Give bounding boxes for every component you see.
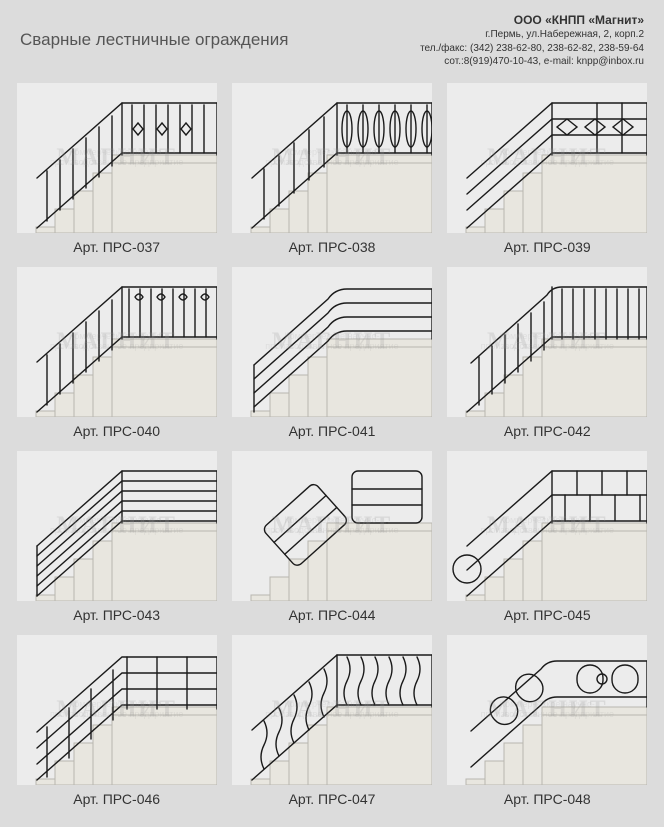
product-cell: Коммерческое научно-производственное пре… — [229, 83, 434, 263]
product-image: Коммерческое научно-производственное пре… — [17, 83, 217, 233]
product-image: Коммерческое научно-производственное пре… — [17, 635, 217, 785]
product-cell: Коммерческое научно-производственное пре… — [445, 267, 650, 447]
product-cell: Коммерческое научно-производственное пре… — [229, 267, 434, 447]
product-cell: Коммерческое научно-производственное пре… — [14, 451, 219, 631]
product-image: Коммерческое научно-производственное пре… — [232, 83, 432, 233]
product-cell: Коммерческое научно-производственное пре… — [229, 451, 434, 631]
product-code: Арт. ПРС-040 — [14, 417, 219, 447]
page-title: Сварные лестничные ограждения — [20, 12, 288, 50]
product-cell: Коммерческое научно-производственное пре… — [14, 635, 219, 815]
company-name: ООО «КНПП «Магнит» — [420, 12, 644, 28]
product-image: Коммерческое научно-производственное пре… — [447, 267, 647, 417]
product-cell: Коммерческое научно-производственное пре… — [445, 83, 650, 263]
contact-block: ООО «КНПП «Магнит» г.Пермь, ул.Набережна… — [420, 12, 644, 69]
product-code: Арт. ПРС-046 — [14, 785, 219, 815]
product-cell: Коммерческое научно-производственное пре… — [14, 267, 219, 447]
product-image: Коммерческое научно-производственное пре… — [447, 635, 647, 785]
product-code: Арт. ПРС-041 — [229, 417, 434, 447]
product-code: Арт. ПРС-047 — [229, 785, 434, 815]
product-code: Арт. ПРС-048 — [445, 785, 650, 815]
product-code: Арт. ПРС-042 — [445, 417, 650, 447]
product-image: Коммерческое научно-производственное пре… — [447, 451, 647, 601]
header: Сварные лестничные ограждения ООО «КНПП … — [0, 0, 664, 77]
product-image: Коммерческое научно-производственное пре… — [447, 83, 647, 233]
company-phone: тел./факс: (342) 238-62-80, 238-62-82, 2… — [420, 42, 644, 56]
product-code: Арт. ПРС-043 — [14, 601, 219, 631]
product-image: Коммерческое научно-производственное пре… — [17, 267, 217, 417]
product-code: Арт. ПРС-037 — [14, 233, 219, 263]
product-image: Коммерческое научно-производственное пре… — [17, 451, 217, 601]
product-image: Коммерческое научно-производственное пре… — [232, 635, 432, 785]
product-grid: Коммерческое научно-производственное пре… — [0, 77, 664, 825]
product-cell: Коммерческое научно-производственное пре… — [445, 451, 650, 631]
product-code: Арт. ПРС-044 — [229, 601, 434, 631]
company-mobile: сот.:8(919)470-10-43, e-mail: knpp@inbox… — [420, 55, 644, 69]
product-code: Арт. ПРС-045 — [445, 601, 650, 631]
product-image: Коммерческое научно-производственное пре… — [232, 267, 432, 417]
company-address: г.Пермь, ул.Набережная, 2, корп.2 — [420, 28, 644, 42]
product-cell: Коммерческое научно-производственное пре… — [445, 635, 650, 815]
product-image: Коммерческое научно-производственное пре… — [232, 451, 432, 601]
product-code: Арт. ПРС-039 — [445, 233, 650, 263]
product-cell: Коммерческое научно-производственное пре… — [14, 83, 219, 263]
product-cell: Коммерческое научно-производственное пре… — [229, 635, 434, 815]
product-code: Арт. ПРС-038 — [229, 233, 434, 263]
